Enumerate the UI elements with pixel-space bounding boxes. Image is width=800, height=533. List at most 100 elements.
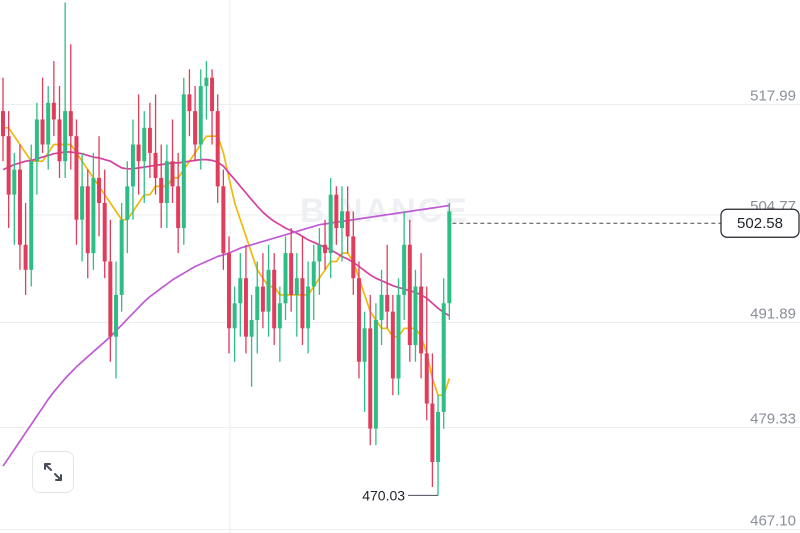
last-price-value: 502.58 <box>737 215 783 232</box>
candle-body <box>419 286 424 354</box>
candle-body <box>136 144 141 162</box>
candle <box>436 395 441 496</box>
candle <box>29 144 34 287</box>
candle <box>300 236 305 346</box>
candle-body <box>119 219 124 295</box>
candle-body <box>85 186 90 254</box>
candle-body <box>210 77 215 112</box>
candle <box>97 136 102 237</box>
candle-body <box>260 286 265 312</box>
candle <box>396 278 401 396</box>
candle <box>51 60 56 137</box>
candle <box>85 169 90 279</box>
candle-body <box>311 261 316 287</box>
candle-body <box>373 319 378 429</box>
candle-body <box>159 177 164 204</box>
candle <box>289 228 294 312</box>
candle <box>424 286 429 421</box>
candle <box>379 269 384 346</box>
candle-body <box>170 161 175 187</box>
candle <box>351 211 356 295</box>
candle-body <box>334 194 339 229</box>
y-tick-label: 479.33 <box>750 410 796 427</box>
candle <box>340 186 344 262</box>
candle-body <box>345 211 350 237</box>
candle-body <box>187 94 192 112</box>
candle-body <box>390 311 395 379</box>
candle-body <box>317 244 322 262</box>
candle-body <box>356 278 361 362</box>
y-tick-label: 491.89 <box>750 306 796 323</box>
candle <box>238 253 243 337</box>
candle-body <box>306 286 311 329</box>
candle-body <box>328 194 333 254</box>
candle-body <box>1 111 5 137</box>
candle <box>176 152 181 254</box>
candle-body <box>351 236 356 279</box>
candle <box>6 111 11 229</box>
candle <box>1 77 5 162</box>
candle-body <box>215 111 220 187</box>
expand-button[interactable] <box>32 451 74 493</box>
candle <box>221 169 226 270</box>
candle <box>12 152 17 245</box>
candle <box>334 186 339 245</box>
candle <box>373 303 378 446</box>
candle-body <box>193 111 198 145</box>
candles <box>1 2 452 496</box>
candle <box>164 144 169 229</box>
candle <box>187 69 192 137</box>
candle-body <box>23 244 28 270</box>
candle <box>441 278 446 429</box>
candle <box>413 269 418 362</box>
candle <box>328 177 333 279</box>
expand-arrows-icon <box>44 463 62 481</box>
candle <box>283 236 288 320</box>
candle-body <box>130 144 135 187</box>
candle-body <box>74 136 79 220</box>
candle <box>57 86 62 178</box>
candle-body <box>402 244 407 295</box>
candle-body <box>181 94 186 229</box>
candle <box>447 203 452 320</box>
candle-body <box>153 152 158 178</box>
candle-body <box>447 211 452 304</box>
candle <box>345 186 350 254</box>
candle <box>227 236 231 354</box>
candle-body <box>198 86 203 145</box>
candle-body <box>227 253 231 329</box>
candle <box>249 294 254 387</box>
candle <box>407 219 412 362</box>
candle-body <box>436 411 441 462</box>
candle-body <box>323 244 328 254</box>
candle <box>368 294 373 446</box>
candle <box>260 253 265 329</box>
candle-body <box>176 186 181 229</box>
ma-line-3 <box>2 204 450 467</box>
candle <box>159 144 164 229</box>
candle <box>419 253 424 379</box>
candle-body <box>340 211 344 229</box>
candle-body <box>91 177 96 254</box>
candle <box>153 94 158 195</box>
candle <box>40 77 45 153</box>
candle-body <box>80 186 85 220</box>
candle <box>80 152 85 262</box>
ma-line-1 <box>3 126 451 397</box>
candle <box>243 244 248 354</box>
candle <box>198 69 203 170</box>
candle <box>102 169 107 279</box>
candle <box>430 353 435 488</box>
last-price-tag[interactable]: 502.58 <box>720 208 800 238</box>
candle <box>255 261 260 354</box>
low-marker: 470.03 <box>362 487 439 503</box>
candle <box>68 44 73 170</box>
candle <box>136 94 141 195</box>
candle <box>215 94 220 204</box>
candle <box>34 102 39 195</box>
candle-body <box>125 186 130 220</box>
candle-body <box>164 161 169 204</box>
candle-body <box>57 119 62 162</box>
